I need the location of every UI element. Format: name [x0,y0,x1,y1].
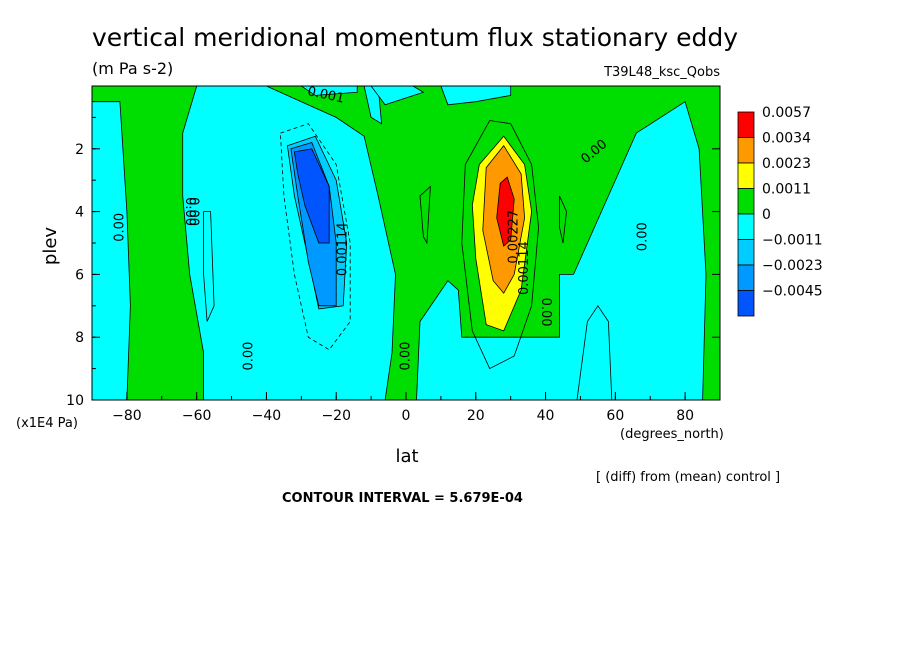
colorbar-swatch-1 [737,137,755,164]
x-tick-label-7: 60 [606,408,624,424]
y-tick-label-0: 2 [75,142,84,158]
contour-region-3 [300,86,358,96]
colorbar-swatch-0 [737,111,755,138]
y-tick-label-1: 4 [75,205,84,221]
x-tick-label-1: −60 [182,408,212,424]
y-axis-label: plev [40,227,61,266]
x-axis: −80 −60 −40 −20 0 20 40 60 80 [91,392,721,424]
colorbar-label-4: 0 [762,207,771,223]
x-tick-label-2: −40 [252,408,282,424]
colorbar-label-2: 0.0023 [762,156,811,172]
contour-label-9: 0.00 [636,222,651,251]
contour-region-4 [370,86,425,106]
contour-label-3: 0.00114 [336,222,351,276]
contour-label-11: 0.00 [182,197,197,226]
contour-region-0 [92,101,131,400]
contour-region-7 [576,305,613,400]
colorbar-swatch-7 [737,290,755,317]
y-axis: 2 4 6 8 10 [66,116,720,409]
contour-line-2 [203,211,215,322]
contour-label-2: 0.00 [242,342,257,371]
contour-region-13 [496,176,515,247]
x-tick-label-8: 80 [676,408,694,424]
plot-area: 0.000.000.000.001140.000.002270.001140.0… [91,85,721,401]
contour-region-1 [182,86,396,400]
contour-line-1 [461,120,540,370]
colorbar-swatch-4 [737,213,755,240]
contour-label-5: 0.00227 [507,210,522,264]
x-tick-label-4: 0 [402,408,411,424]
contour-region-2 [363,86,383,125]
contour-label-0: 0.00 [112,213,127,242]
x-axis-label: lat [395,446,418,467]
x-tick-label-3: −20 [321,408,351,424]
contour-line-0 [279,123,351,351]
colorbar-swatch-6 [737,264,755,291]
contour-region-6 [416,101,707,400]
footer-note: [ (diff) from (mean) control ] [596,470,780,485]
colorbar-label-0: 0.0057 [762,105,811,121]
run-label: T39L48_ksc_Qobs [603,65,720,80]
contour-line-3 [419,185,431,245]
contour-line-4 [559,195,567,244]
colorbar-label-1: 0.0034 [762,131,811,147]
x-units-label: (degrees_north) [620,427,724,442]
contour-interval: CONTOUR INTERVAL = 5.679E-04 [282,491,523,506]
colorbar: 0.0057 0.0034 0.0023 0.0011 0 −0.0011 −0.0023 −… [737,105,823,317]
y-tick-label-3: 8 [75,330,84,346]
colorbar-label-6: −0.0023 [762,258,823,274]
colorbar-label-5: −0.0011 [762,233,823,249]
x-tick-label-5: 20 [467,408,485,424]
colorbar-label-3: 0.0011 [762,182,811,198]
contour-label-6: 0.00114 [517,241,532,295]
contour-region-5 [440,86,512,106]
contour-label-4: 0.00 [399,342,414,371]
colorbar-swatch-2 [737,162,755,189]
x-tick-label-0: −80 [112,408,142,424]
x-tick-label-6: 40 [537,408,555,424]
y-tick-label-2: 6 [75,267,84,283]
contour-label-1: 0.00 [186,197,201,226]
contour-region-10 [293,148,330,244]
colorbar-swatch-3 [737,188,755,215]
y-units-label: (x1E4 Pa) [16,416,78,431]
chart-title: vertical meridional momentum flux statio… [92,23,738,52]
colorbar-label-7: −0.0045 [762,284,823,300]
y-tick-label-4: 10 [66,393,84,409]
colorbar-swatch-5 [737,239,755,266]
units-label: (m Pa s-2) [92,59,173,78]
contour-label-7: 0.00 [538,298,553,327]
